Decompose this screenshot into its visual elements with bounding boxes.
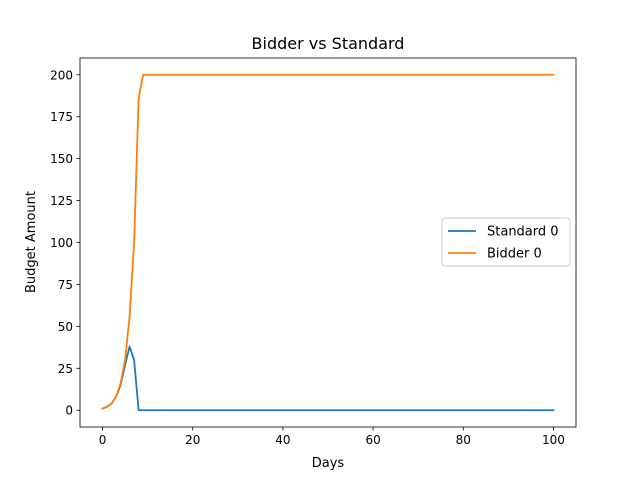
plot-area: 0 20 40 60 80 100 0 25 50 75 100 125 150 175 200 [50,57,577,447]
x-tick-label: 0 [99,433,107,447]
x-tick-label: 80 [456,433,471,447]
legend-box [441,217,571,267]
x-tick-label: 40 [275,433,290,447]
y-tick-label: 150 [50,152,73,166]
y-tick-label: 0 [65,404,73,418]
y-tick-label: 25 [58,362,73,376]
y-axis-label: Budget Amount [24,191,39,293]
legend-label-0: Standard 0 [487,225,559,240]
x-tick-label: 100 [542,433,565,447]
x-axis-label: Days [312,456,345,471]
x-tick-label: 60 [365,433,380,447]
x-tick-label: 20 [185,433,200,447]
legend: Standard 0 Bidder 0 [441,217,571,267]
y-tick-label: 125 [50,194,73,208]
y-tick-label: 200 [50,68,73,82]
y-tick-label: 100 [50,236,73,250]
y-tick-label: 50 [58,320,73,334]
y-tick-label: 75 [58,278,73,292]
legend-label-1: Bidder 0 [487,247,542,262]
y-tick-label: 175 [50,110,73,124]
series-line-1 [101,73,555,410]
chart-title: Bidder vs Standard [252,34,405,53]
